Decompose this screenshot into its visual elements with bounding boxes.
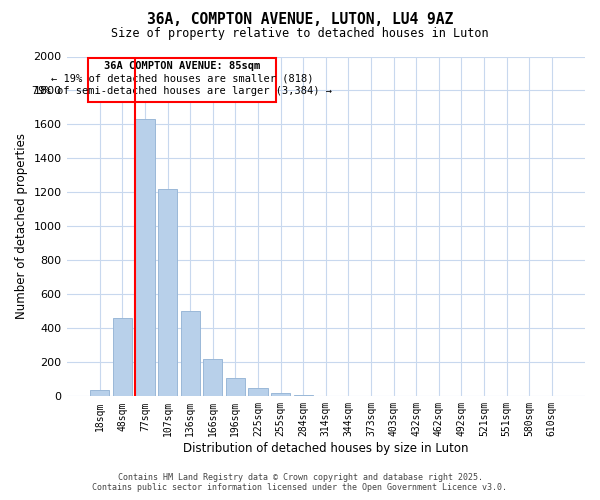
- Bar: [203, 359, 223, 397]
- Text: 36A, COMPTON AVENUE, LUTON, LU4 9AZ: 36A, COMPTON AVENUE, LUTON, LU4 9AZ: [147, 12, 453, 28]
- Bar: [248, 388, 268, 396]
- X-axis label: Distribution of detached houses by size in Luton: Distribution of detached houses by size …: [183, 442, 469, 455]
- Y-axis label: Number of detached properties: Number of detached properties: [15, 134, 28, 320]
- Bar: [158, 189, 177, 396]
- Bar: [226, 378, 245, 396]
- Bar: [113, 318, 132, 396]
- Bar: [181, 310, 200, 396]
- Bar: [90, 390, 109, 396]
- Bar: [293, 394, 313, 396]
- Text: ← 19% of detached houses are smaller (818): ← 19% of detached houses are smaller (81…: [51, 74, 313, 84]
- Text: 79% of semi-detached houses are larger (3,384) →: 79% of semi-detached houses are larger (…: [32, 86, 332, 96]
- Text: 36A COMPTON AVENUE: 85sqm: 36A COMPTON AVENUE: 85sqm: [104, 60, 260, 70]
- Text: Size of property relative to detached houses in Luton: Size of property relative to detached ho…: [111, 28, 489, 40]
- Bar: [271, 393, 290, 396]
- Bar: [136, 120, 155, 396]
- Bar: [88, 58, 276, 102]
- Text: Contains HM Land Registry data © Crown copyright and database right 2025.
Contai: Contains HM Land Registry data © Crown c…: [92, 473, 508, 492]
